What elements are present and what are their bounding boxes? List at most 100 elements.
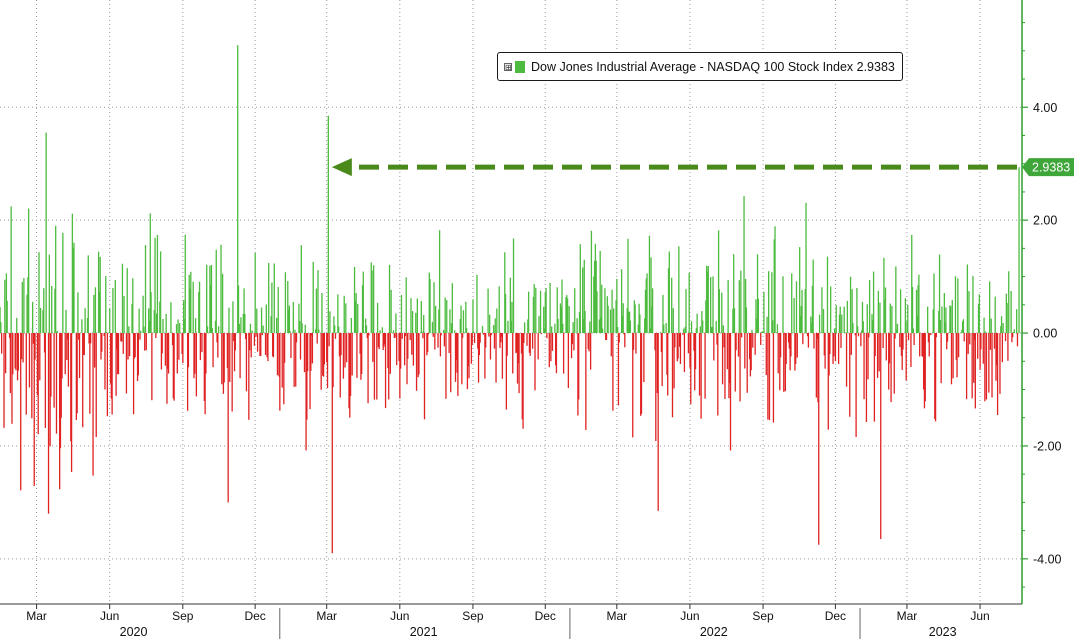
bar: [309, 333, 311, 410]
bar: [21, 281, 23, 334]
bar: [639, 314, 641, 334]
bar: [467, 333, 469, 367]
bar: [773, 239, 775, 334]
legend[interactable]: ⊞ Dow Jones Industrial Average - NASDAQ …: [497, 52, 903, 81]
bar: [688, 272, 690, 334]
bar: [1013, 329, 1015, 334]
bar: [545, 288, 547, 334]
bar: [26, 294, 28, 334]
bar: [737, 333, 740, 357]
bar: [1006, 302, 1008, 334]
bar: [683, 333, 686, 373]
bar: [455, 333, 457, 361]
bar: [450, 333, 452, 393]
bar: [155, 313, 158, 334]
bar: [662, 294, 664, 334]
bar: [969, 333, 971, 345]
bar: [539, 290, 542, 334]
bar: [299, 333, 302, 360]
bar: [183, 319, 186, 334]
arrow-head: [331, 158, 352, 177]
bar: [950, 333, 953, 385]
bar: [807, 333, 810, 348]
bar: [144, 245, 147, 334]
bar: [390, 289, 392, 334]
bar: [516, 333, 519, 384]
bar: [460, 305, 462, 334]
bar: [772, 333, 775, 423]
bar: [223, 333, 225, 383]
bar: [965, 333, 968, 400]
bar: [55, 225, 57, 334]
bar: [159, 251, 162, 334]
bar: [496, 308, 498, 334]
bar: [470, 333, 473, 364]
bar: [944, 322, 946, 334]
bar: [623, 333, 625, 335]
bar: [952, 333, 954, 379]
bar: [706, 265, 708, 334]
bar: [526, 333, 528, 346]
bar: [828, 333, 830, 376]
bar: [387, 333, 389, 369]
bar: [832, 333, 834, 365]
bar: [145, 333, 147, 351]
bar-series: [0, 45, 1020, 554]
bar: [462, 333, 464, 338]
bar: [267, 333, 269, 362]
bar: [833, 333, 835, 357]
bar: [979, 333, 981, 370]
bar: [0, 322, 2, 334]
bar: [293, 333, 295, 387]
x-tick-label: Sep: [752, 609, 774, 623]
bar: [357, 303, 359, 334]
bar: [343, 295, 345, 334]
bar: [882, 333, 884, 349]
bar: [43, 333, 46, 353]
bar: [977, 333, 979, 359]
bar: [562, 323, 564, 334]
bar: [756, 254, 759, 334]
bar: [485, 333, 487, 348]
bar: [404, 333, 407, 337]
bar: [103, 333, 105, 336]
bar: [270, 316, 272, 334]
bar: [878, 333, 880, 372]
bar: [482, 333, 484, 335]
bar: [117, 333, 120, 375]
bar: [477, 333, 480, 383]
bar: [95, 333, 97, 438]
bar: [195, 333, 198, 397]
bar: [53, 333, 55, 408]
x-tick-label: Mar: [316, 609, 337, 623]
bar: [721, 333, 724, 385]
bar: [304, 324, 306, 334]
bar: [816, 333, 818, 339]
last-value-label: 2.9383: [1032, 161, 1070, 175]
bar: [511, 301, 513, 334]
bar: [248, 333, 250, 420]
bar: [771, 320, 774, 334]
expand-icon[interactable]: ⊞: [504, 62, 512, 72]
bar: [871, 314, 873, 334]
bar: [193, 333, 195, 379]
bar: [954, 276, 957, 334]
bar: [540, 333, 542, 335]
bar: [144, 333, 146, 351]
bar: [44, 333, 47, 428]
bar: [446, 300, 448, 334]
bar: [439, 333, 442, 357]
bar: [605, 333, 607, 341]
bar: [222, 333, 225, 394]
bar: [988, 333, 990, 393]
bar: [170, 302, 172, 334]
bar: [399, 333, 401, 399]
bar: [595, 260, 597, 334]
bar: [212, 333, 214, 368]
bar: [728, 333, 730, 399]
bar: [454, 330, 456, 334]
bar: [752, 333, 754, 348]
bar: [1008, 271, 1010, 334]
bar: [779, 333, 782, 358]
bar: [490, 333, 492, 336]
